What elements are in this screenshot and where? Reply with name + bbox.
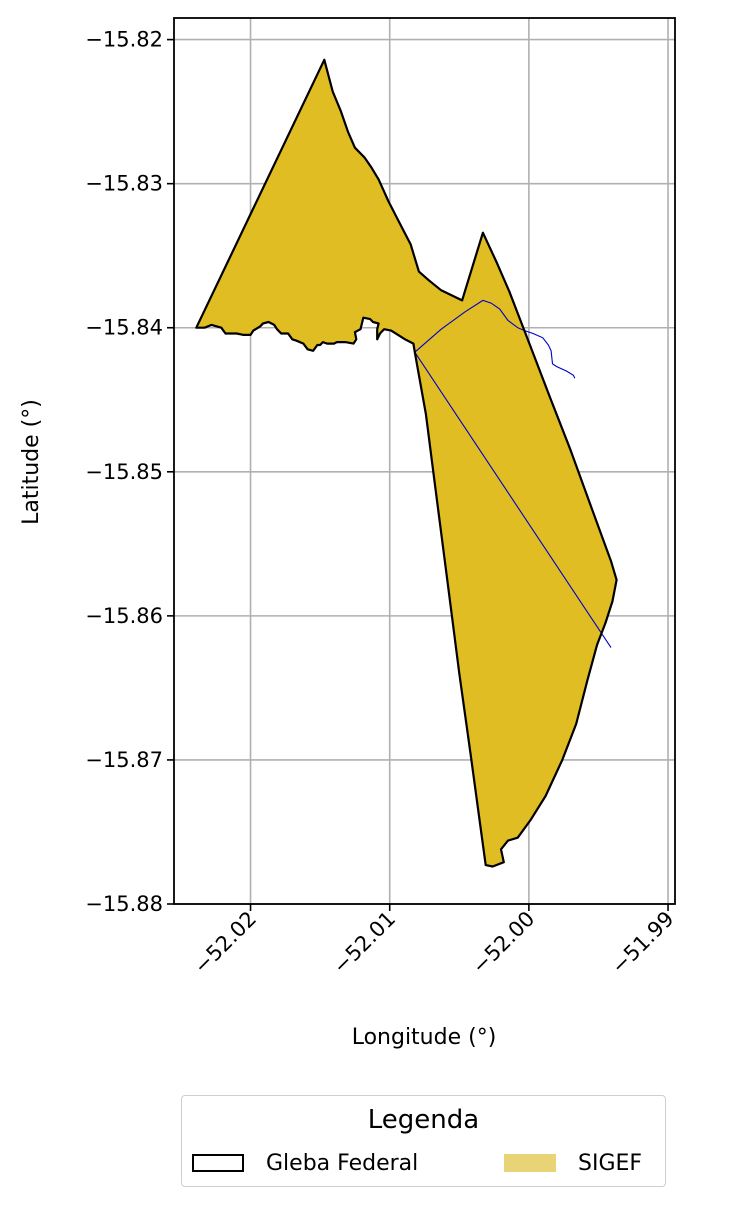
x-tick-label: −52.01 [328,907,400,979]
y-tick-label: −15.84 [85,316,163,340]
legend-title: Legenda [367,1105,480,1135]
legend: Legenda Gleba Federal SIGEF [181,1095,666,1187]
legend-label-sigef: SIGEF [578,1150,643,1176]
legend-entry-sigef: SIGEF [504,1150,643,1176]
y-axis-label: Latitude (°) [19,399,44,525]
gleba-federal-polygon-outline [195,58,618,868]
y-tick-label: −15.86 [85,604,163,628]
x-axis-ticks: −52.02 −52.01 −52.00 −51.99 [189,904,679,979]
legend-swatch-gleba-federal [192,1154,244,1172]
gleba-federal-polygon-fill [196,59,617,867]
x-axis-label: Longitude (°) [352,1025,497,1050]
y-tick-label: −15.83 [85,172,163,196]
sigef-boundaries [414,299,612,648]
x-tick-label: −51.99 [607,907,679,979]
y-tick-label: −15.87 [85,748,163,772]
axes-background [174,18,675,904]
legend-label-gleba-federal: Gleba Federal [266,1150,419,1176]
axes-frame [173,17,676,905]
legend-swatch-sigef [504,1154,556,1172]
y-axis-ticks: −15.82 −15.83 −15.84 −15.85 −15.86 −15.87 −15.… [85,28,174,916]
y-tick-label: −15.88 [85,892,163,916]
x-tick-label: −52.02 [189,907,261,979]
x-tick-label: −52.00 [467,907,539,979]
legend-entry-gleba-federal: Gleba Federal [192,1150,419,1176]
y-tick-label: −15.85 [85,460,163,484]
y-tick-label: −15.82 [85,28,163,52]
sigef-boundary-line [414,299,576,379]
sigef-boundary-line [414,351,612,648]
